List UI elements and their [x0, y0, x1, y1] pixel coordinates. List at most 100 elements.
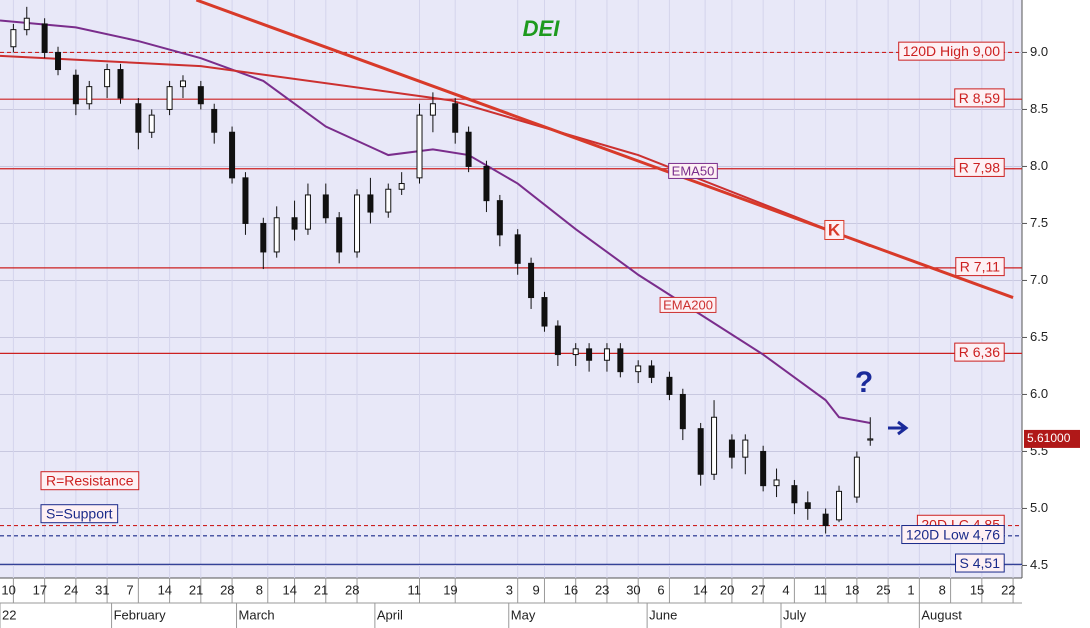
candle-body [304, 194, 311, 230]
month-label: July [783, 607, 807, 622]
candle-body [711, 416, 718, 475]
month-label: April [377, 607, 403, 622]
x-tick-label: 21 [314, 582, 328, 597]
y-tick-label: 4.5 [1030, 557, 1048, 572]
x-tick-label: 28 [220, 582, 234, 597]
candle-body [336, 217, 343, 253]
x-tick-label: 14 [283, 582, 297, 597]
line [0, 54, 871, 248]
candle-body [572, 348, 579, 356]
candle-body [603, 348, 610, 361]
y-tick-label: 7.5 [1030, 215, 1048, 230]
y-tick-label: 8.0 [1030, 158, 1048, 173]
chart-title: DEI [523, 16, 561, 41]
candle-body [697, 428, 704, 475]
x-tick-label: 31 [95, 582, 109, 597]
month-label: 22 [2, 607, 16, 622]
level-label: R 8,59 [959, 90, 1000, 106]
candle-body [586, 348, 593, 361]
y-tick-label: 8.5 [1030, 101, 1048, 116]
candle-body [773, 479, 780, 487]
x-tick-label: 21 [189, 582, 203, 597]
candle-body [465, 131, 472, 167]
y-axis-area [1022, 0, 1090, 628]
candle-body [398, 183, 405, 190]
candle-body [211, 108, 218, 133]
y-tick-label: 7.0 [1030, 272, 1048, 287]
line-label: K [828, 220, 841, 239]
x-tick-label: 9 [532, 582, 539, 597]
plot-area [0, 0, 1022, 578]
candle-body [760, 450, 767, 487]
candle-body [23, 17, 30, 31]
x-tick-label: 16 [564, 582, 578, 597]
level-label-box [954, 88, 1005, 108]
candle-body [322, 194, 329, 219]
level-label-box [901, 525, 1005, 545]
line-label-box [668, 162, 718, 179]
level-label-box [954, 342, 1005, 362]
x-tick-label: 14 [158, 582, 172, 597]
candle-body [554, 325, 561, 356]
candle-body [666, 376, 673, 395]
candle-body [273, 217, 280, 253]
line-label-box [824, 219, 845, 240]
last-price-label: 5.61000 [1027, 431, 1071, 445]
level-label: R 7,98 [959, 159, 1000, 175]
candle-body [104, 69, 111, 88]
line [195, 0, 1014, 299]
level-label: R 7,11 [960, 259, 1000, 275]
candle-body [635, 365, 642, 373]
candle-body [416, 114, 423, 179]
key-label: R=Resistance [46, 473, 134, 489]
candle-body [354, 194, 361, 253]
x-tick-label: 4 [782, 582, 789, 597]
candle-body [679, 393, 686, 430]
x-tick-label: 6 [657, 582, 664, 597]
x-tick-label: 14 [693, 582, 707, 597]
x-tick-label: 25 [876, 582, 890, 597]
level-label: S 4,51 [960, 555, 1001, 571]
key-box [40, 471, 140, 491]
candle-body [41, 23, 48, 53]
y-tick-label: 5.0 [1030, 500, 1048, 515]
candle-body [367, 194, 374, 213]
x-tick-label: 24 [64, 582, 78, 597]
candle-body [728, 439, 735, 458]
x-tick-label: 7 [126, 582, 133, 597]
candle-body [135, 103, 142, 133]
month-label: June [649, 607, 677, 622]
x-tick-label: 30 [626, 582, 640, 597]
candle-body [10, 29, 17, 48]
candle-body [229, 131, 236, 179]
candle-body [496, 200, 503, 236]
candle-body [617, 348, 624, 373]
candle-body [55, 51, 62, 71]
candle-body [528, 262, 535, 299]
candle-body [804, 502, 811, 509]
x-tick-label: 10 [1, 582, 15, 597]
x-tick-label: 23 [595, 582, 609, 597]
month-label: February [114, 607, 167, 622]
x-tick-label: 27 [751, 582, 765, 597]
candle-body [291, 217, 298, 230]
candle-body [117, 69, 124, 99]
x-tick-label: 11 [408, 582, 422, 597]
marks: 120D High 9,00R 8,59R 7,98R 7,11R 6,3620… [0, 0, 1022, 578]
candle-body [385, 188, 392, 213]
candle-body [429, 103, 436, 116]
candle-body [742, 439, 749, 458]
month-label: May [511, 607, 536, 622]
level-label: 120D Low 4,76 [906, 527, 1000, 543]
x-tick-label: 3 [506, 582, 513, 597]
candle-body [483, 165, 490, 202]
x-tick-label: 1 [907, 582, 914, 597]
candle-body [836, 490, 843, 521]
candle-body [260, 222, 267, 253]
x-tick-label: 8 [939, 582, 946, 597]
level-label: 120D High 9,00 [903, 43, 1001, 59]
candle-body [197, 86, 204, 105]
y-tick-label: 9.0 [1030, 44, 1048, 59]
candle-body [452, 103, 459, 133]
